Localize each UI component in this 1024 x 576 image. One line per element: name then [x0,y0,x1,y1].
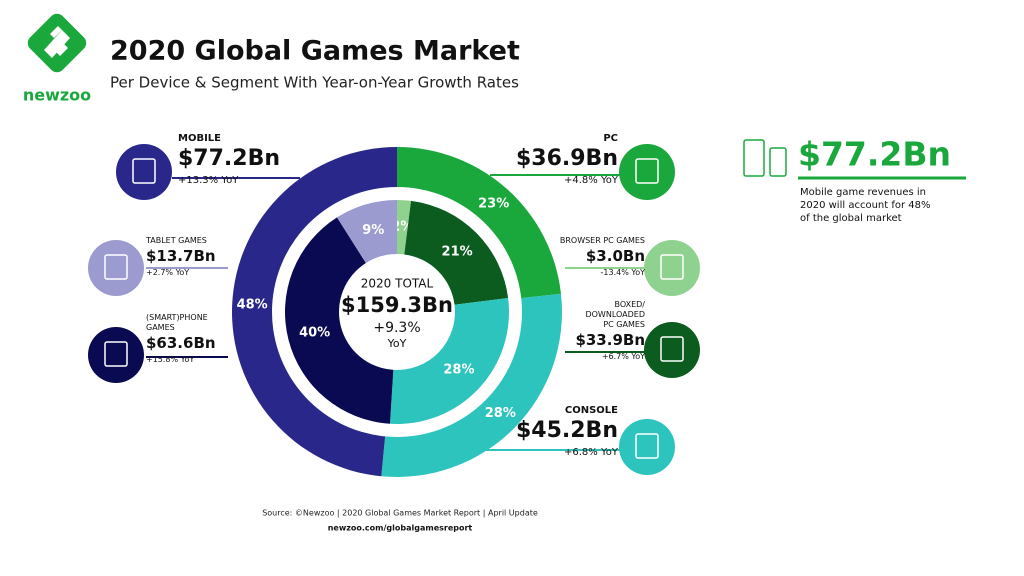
revenue: $36.9Bn [515,146,618,171]
title: 2020 Global Games Market [110,36,520,67]
revenue: $33.9Bn [575,331,645,349]
segment-name: MOBILE [178,133,221,144]
icon [88,240,144,296]
url: newzoo.com/globalgamesreport [328,524,473,533]
callout: TABLET GAMES $13.7Bn +2.7% YoY [146,236,286,280]
segment-name: BROWSER PC GAMES [559,236,645,245]
callout: BROWSER PC GAMES $3.0Bn -13.4% YoY [505,236,645,280]
highlight-value: $77.2Bn [798,135,951,174]
logo-text: newzoo [23,86,91,105]
source: Source: ©Newzoo | 2020 Global Games Mark… [262,509,538,518]
icon [88,327,144,383]
segment-name: TABLET GAMES [146,236,207,245]
growth: +4.8% YoY [564,175,618,186]
growth: +2.7% YoY [146,268,190,277]
highlight-line: 2020 will account for 48% [800,200,931,211]
segment-name: PC [603,133,618,144]
highlight-line: Mobile game revenues in [800,187,926,198]
icon-glyph [635,433,659,459]
segment-label: 28% [485,406,516,421]
icon-glyph [635,158,659,184]
donut-segment [404,200,509,305]
growth: +15.8% YoY [146,355,195,364]
donut-segment [285,217,394,424]
donut-segment [336,200,397,264]
center-growth: +9.3% [373,320,420,336]
donut-segment [397,147,561,299]
icon [644,240,700,296]
segment-label: 21% [442,244,473,259]
callout: BOXED/ DOWNLOADED PC GAMES $33.9Bn +6.7% Y… [505,300,645,364]
phone-icon [743,139,787,177]
callout: MOBILE $77.2Bn +13.3% YoY [178,133,318,189]
segment-label: 48% [237,298,268,313]
segment-name: BOXED/ DOWNLOADED PC GAMES [585,300,645,329]
segment-name: CONSOLE [564,405,618,416]
segment-label: 40% [299,326,330,341]
donut-segment [397,200,412,255]
segment-label: 28% [443,363,474,378]
revenue: $63.6Bn [146,334,216,352]
icon-glyph [104,254,128,280]
growth: -13.4% YoY [600,268,645,277]
icon [619,419,675,475]
icon-glyph [104,341,128,367]
center-total: $159.3Bn [341,293,453,317]
segment-label: 23% [478,196,509,211]
callout: (SMART)PHONE GAMES $63.6Bn +15.8% YoY [146,313,286,367]
subtitle: Per Device & Segment With Year-on-Year G… [110,74,519,92]
segment-name: (SMART)PHONE GAMES [146,313,208,332]
highlight-line: of the global market [800,213,902,224]
donut-segment [381,293,562,477]
icon-glyph [132,158,156,184]
segment-label: 9% [362,223,384,238]
donut-segment [389,297,510,424]
logo [27,13,87,73]
center-label: 2020 TOTAL [361,277,434,291]
callout: PC $36.9Bn +4.8% YoY [478,133,618,189]
growth: +6.7% YoY [601,352,645,361]
icon [619,144,675,200]
revenue: $3.0Bn [585,247,645,265]
icon-glyph [660,336,684,362]
growth: +13.3% YoY [178,175,239,186]
revenue: $13.7Bn [146,247,216,265]
icon-glyph [660,254,684,280]
growth: +6.8% YoY [564,447,618,458]
icon [116,144,172,200]
donut-segment [232,147,397,477]
revenue: $77.2Bn [178,146,281,171]
icon [644,322,700,378]
center-unit: YoY [387,337,407,350]
callout: CONSOLE $45.2Bn +6.8% YoY [478,405,618,461]
revenue: $45.2Bn [515,418,618,443]
